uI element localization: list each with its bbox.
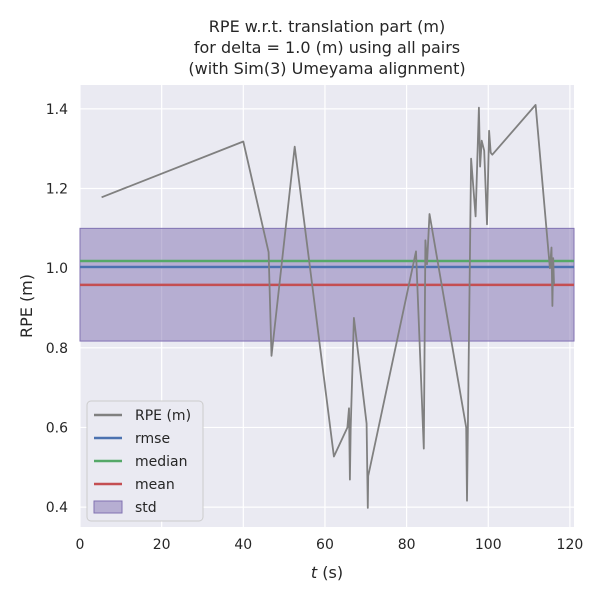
stat-lines (80, 259, 574, 287)
legend-label-std: std (135, 500, 157, 516)
legend-label-rpe: RPE (m) (135, 408, 191, 424)
x-ticks: 0 20 40 60 80 100 120 (76, 537, 584, 553)
x-tick-label-1: 20 (153, 537, 171, 553)
chart-title-line-2: for delta = 1.0 (m) using all pairs (194, 38, 460, 57)
legend-label-mean: mean (135, 477, 175, 493)
legend-label-median: median (135, 454, 187, 470)
x-tick-label-2: 40 (234, 537, 252, 553)
x-tick-label-3: 60 (316, 537, 334, 553)
y-ticks: 0.4 0.6 0.8 1.0 1.2 1.4 (46, 102, 68, 516)
legend-frame (86, 400, 204, 522)
y-tick-label-0: 0.4 (46, 500, 68, 516)
x-tick-label-5: 100 (475, 537, 502, 553)
legend-label-rmse: rmse (135, 431, 170, 447)
y-tick-label-5: 1.4 (46, 102, 68, 118)
y-tick-label-4: 1.2 (46, 182, 68, 198)
rpe-series-line (101, 104, 555, 509)
x-tick-label-6: 120 (557, 537, 584, 553)
y-tick-label-2: 0.8 (46, 341, 68, 357)
legend-swatch-std (93, 500, 123, 514)
y-tick-label-3: 1.0 (46, 261, 68, 277)
x-axis-label: t (s) (311, 563, 343, 582)
chart-title-line-3: (with Sim(3) Umeyama alignment) (188, 59, 465, 78)
x-tick-label-4: 80 (398, 537, 416, 553)
x-tick-label-0: 0 (76, 537, 85, 553)
rpe-series (101, 104, 555, 509)
legend: RPE (m) rmse median mean std (86, 400, 204, 522)
y-tick-label-1: 0.6 (46, 420, 68, 436)
chart-title-line-1: RPE w.r.t. translation part (m) (209, 17, 445, 36)
y-axis-label: RPE (m) (17, 274, 36, 338)
